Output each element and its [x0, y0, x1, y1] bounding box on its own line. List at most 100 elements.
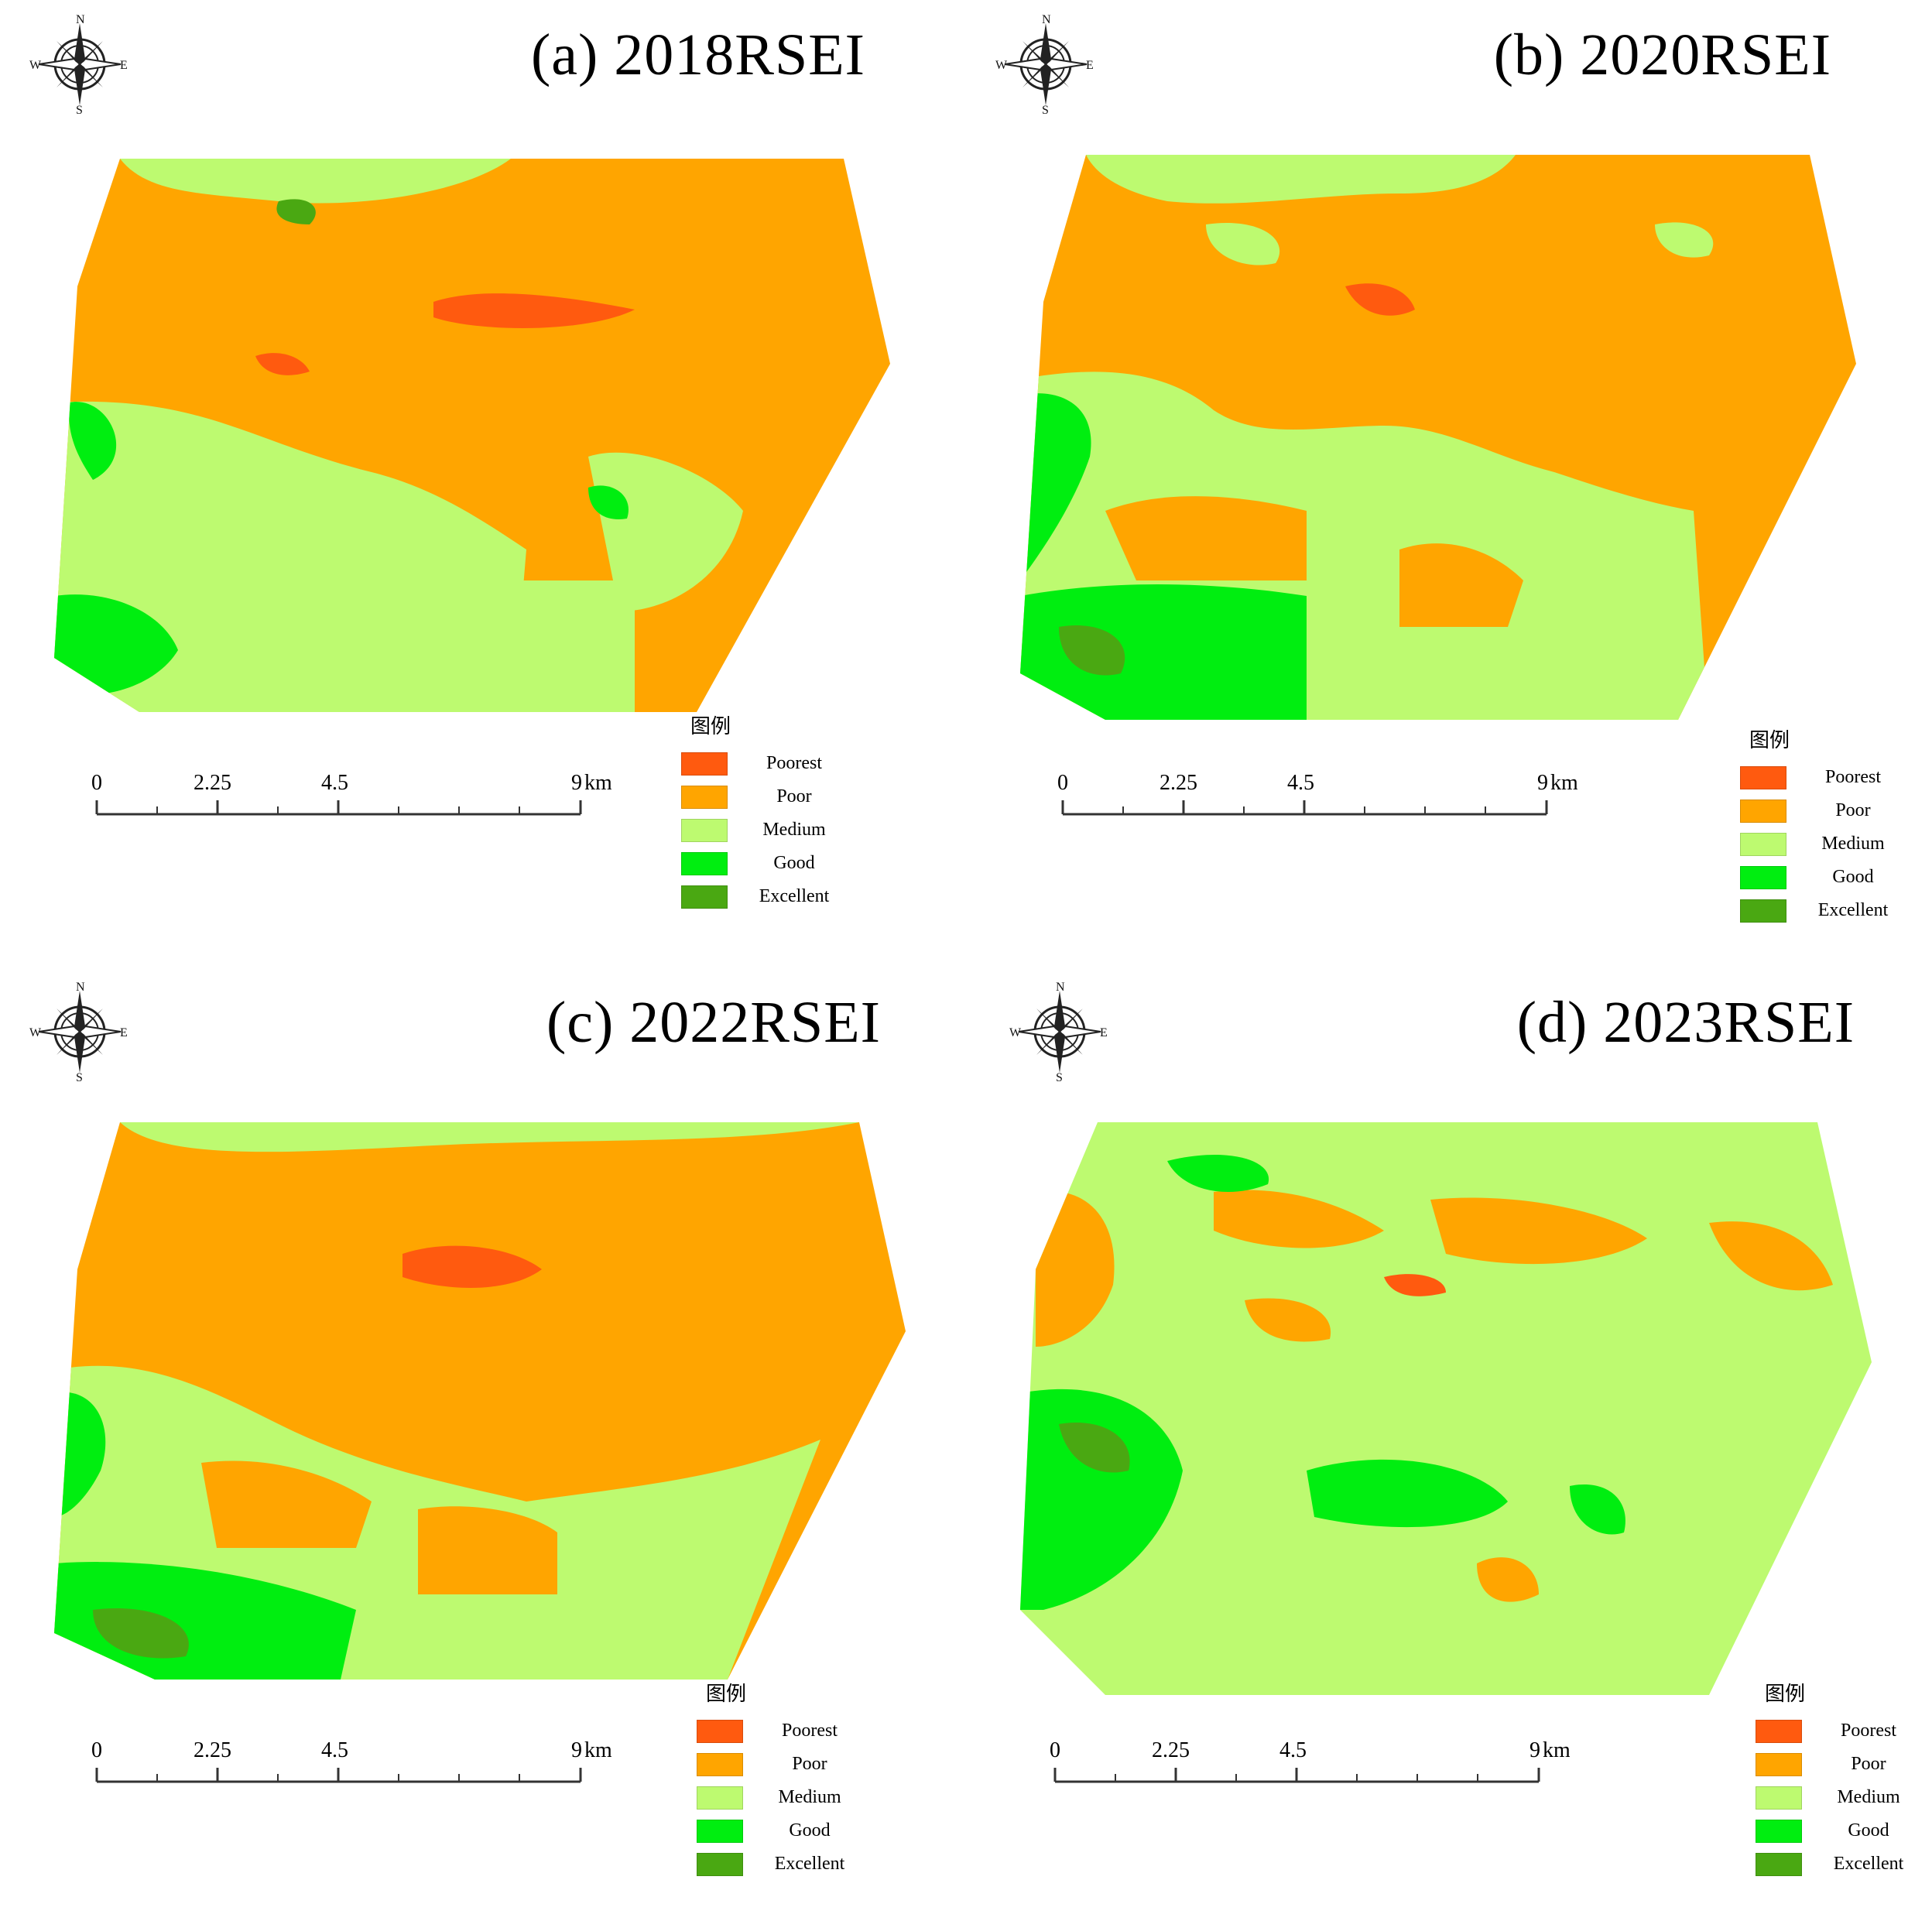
- scale-unit: km: [1543, 1738, 1570, 1762]
- legend-title: 图例: [706, 1683, 747, 1705]
- compass-south: S: [1056, 1071, 1063, 1082]
- rsei-map: [1020, 155, 1856, 720]
- legend-label: Poorest: [766, 753, 822, 773]
- map-panel-a: N S W E (a) 2018RSEI: [0, 0, 966, 954]
- legend-swatch: [1756, 1819, 1802, 1843]
- compass-east: E: [120, 1026, 128, 1039]
- legend-item-poor: Poor: [1740, 794, 1932, 827]
- scale-tick-0: 0: [91, 771, 102, 795]
- legend-item-good: Good: [1756, 1814, 1932, 1847]
- map-panel-c: N S W E (c) 2022RSEI 0: [0, 967, 966, 1921]
- legend: 图例 Poorest Poor Medium Good Excellent: [1740, 724, 1932, 927]
- scale-unit: km: [584, 1738, 611, 1762]
- scale-tick-3: 9: [1530, 1738, 1540, 1762]
- rsei-map: [54, 159, 890, 712]
- map-panel-b: N S W E (b) 2020RSEI: [966, 0, 1932, 954]
- scale-tick-2: 4.5: [1287, 771, 1314, 795]
- panel-title: (b) 2020RSEI: [1493, 22, 1831, 87]
- legend-swatch: [681, 851, 728, 875]
- legend-item-excellent: Excellent: [1756, 1847, 1932, 1881]
- legend-swatch: [1756, 1786, 1802, 1810]
- scale-bar: 0 2.25 4.5 9 km: [1050, 1738, 1570, 1783]
- legend-item-poorest: Poorest: [681, 747, 882, 780]
- legend-label: Good: [1848, 1820, 1889, 1841]
- legend-label: Poor: [1835, 800, 1871, 820]
- scale-tick-2: 4.5: [321, 771, 348, 795]
- compass-east: E: [1086, 59, 1094, 72]
- scale-tick-1: 2.25: [194, 1738, 231, 1762]
- scale-tick-2: 4.5: [321, 1738, 348, 1762]
- compass-rose-icon: N S W E: [29, 981, 128, 1082]
- legend-label: Poorest: [1841, 1721, 1896, 1741]
- legend-label: Good: [773, 853, 815, 873]
- legend-item-good: Good: [681, 847, 882, 880]
- compass-rose-icon: N S W E: [1009, 981, 1108, 1082]
- legend-swatch: [681, 885, 728, 909]
- legend-swatch: [697, 1719, 743, 1743]
- legend-item-poorest: Poorest: [697, 1714, 898, 1748]
- legend-swatch: [1756, 1752, 1802, 1776]
- compass-west: W: [29, 59, 42, 72]
- scale-unit: km: [584, 771, 611, 795]
- legend-label: Good: [1832, 867, 1874, 887]
- compass-south: S: [76, 104, 83, 115]
- scale-tick-3: 9: [571, 1738, 582, 1762]
- legend-item-good: Good: [1740, 861, 1932, 894]
- legend-item-poor: Poor: [697, 1748, 898, 1781]
- legend-item-medium: Medium: [1740, 827, 1932, 861]
- legend-label: Excellent: [1833, 1854, 1904, 1874]
- legend-item-excellent: Excellent: [1740, 894, 1932, 927]
- scale-tick-1: 2.25: [194, 771, 231, 795]
- legend-item-excellent: Excellent: [681, 880, 882, 913]
- compass-west: W: [995, 59, 1008, 72]
- legend-swatch: [697, 1819, 743, 1843]
- scale-tick-0: 0: [1050, 1738, 1060, 1762]
- compass-rose-icon: N S W E: [29, 14, 128, 115]
- scale-tick-1: 2.25: [1160, 771, 1197, 795]
- scale-tick-1: 2.25: [1152, 1738, 1190, 1762]
- legend-label: Poorest: [782, 1721, 838, 1741]
- map-panel-d: N S W E (d) 2023RSEI: [966, 967, 1932, 1921]
- compass-north: N: [76, 14, 85, 26]
- panel-title: (c) 2022RSEI: [546, 990, 881, 1055]
- legend-swatch: [681, 752, 728, 776]
- legend: 图例 Poorest Poor Medium Good Excellent: [1756, 1678, 1932, 1881]
- compass-west: W: [29, 1026, 42, 1039]
- compass-east: E: [1100, 1026, 1108, 1039]
- compass-south: S: [76, 1071, 83, 1082]
- legend-title: 图例: [1765, 1683, 1806, 1705]
- legend-label: Poor: [1851, 1754, 1886, 1774]
- legend: 图例 Poorest Poor Medium Good Excellent: [681, 711, 882, 913]
- legend-label: Excellent: [774, 1854, 845, 1874]
- legend-item-good: Good: [697, 1814, 898, 1847]
- legend-item-medium: Medium: [1756, 1781, 1932, 1814]
- legend-swatch: [697, 1852, 743, 1876]
- scale-bar: 0 2.25 4.5 9 km: [91, 1738, 611, 1783]
- scale-tick-3: 9: [1537, 771, 1548, 795]
- legend-swatch: [1740, 799, 1786, 823]
- legend-swatch: [1740, 899, 1786, 923]
- scale-tick-3: 9: [571, 771, 582, 795]
- legend-label: Medium: [778, 1787, 841, 1807]
- legend-item-poorest: Poorest: [1756, 1714, 1932, 1748]
- legend-swatch: [1740, 765, 1786, 789]
- legend-item-medium: Medium: [681, 813, 882, 847]
- rsei-map: [1020, 1122, 1872, 1695]
- legend-swatch: [1740, 865, 1786, 889]
- compass-west: W: [1009, 1026, 1022, 1039]
- scale-tick-2: 4.5: [1279, 1738, 1307, 1762]
- legend-item-excellent: Excellent: [697, 1847, 898, 1881]
- legend: 图例 Poorest Poor Medium Good Excellent: [697, 1678, 898, 1881]
- legend-label: Poorest: [1825, 767, 1881, 787]
- compass-north: N: [76, 981, 85, 994]
- compass-south: S: [1042, 104, 1049, 115]
- legend-swatch: [681, 818, 728, 842]
- compass-north: N: [1056, 981, 1065, 994]
- legend-label: Excellent: [1817, 900, 1889, 920]
- legend-label: Medium: [1837, 1787, 1900, 1807]
- panel-title: (a) 2018RSEI: [530, 22, 865, 87]
- legend-swatch: [681, 785, 728, 809]
- legend-label: Medium: [762, 820, 826, 840]
- legend-swatch: [1756, 1719, 1802, 1743]
- scale-bar: 0 2.25 4.5 9 km: [91, 771, 611, 816]
